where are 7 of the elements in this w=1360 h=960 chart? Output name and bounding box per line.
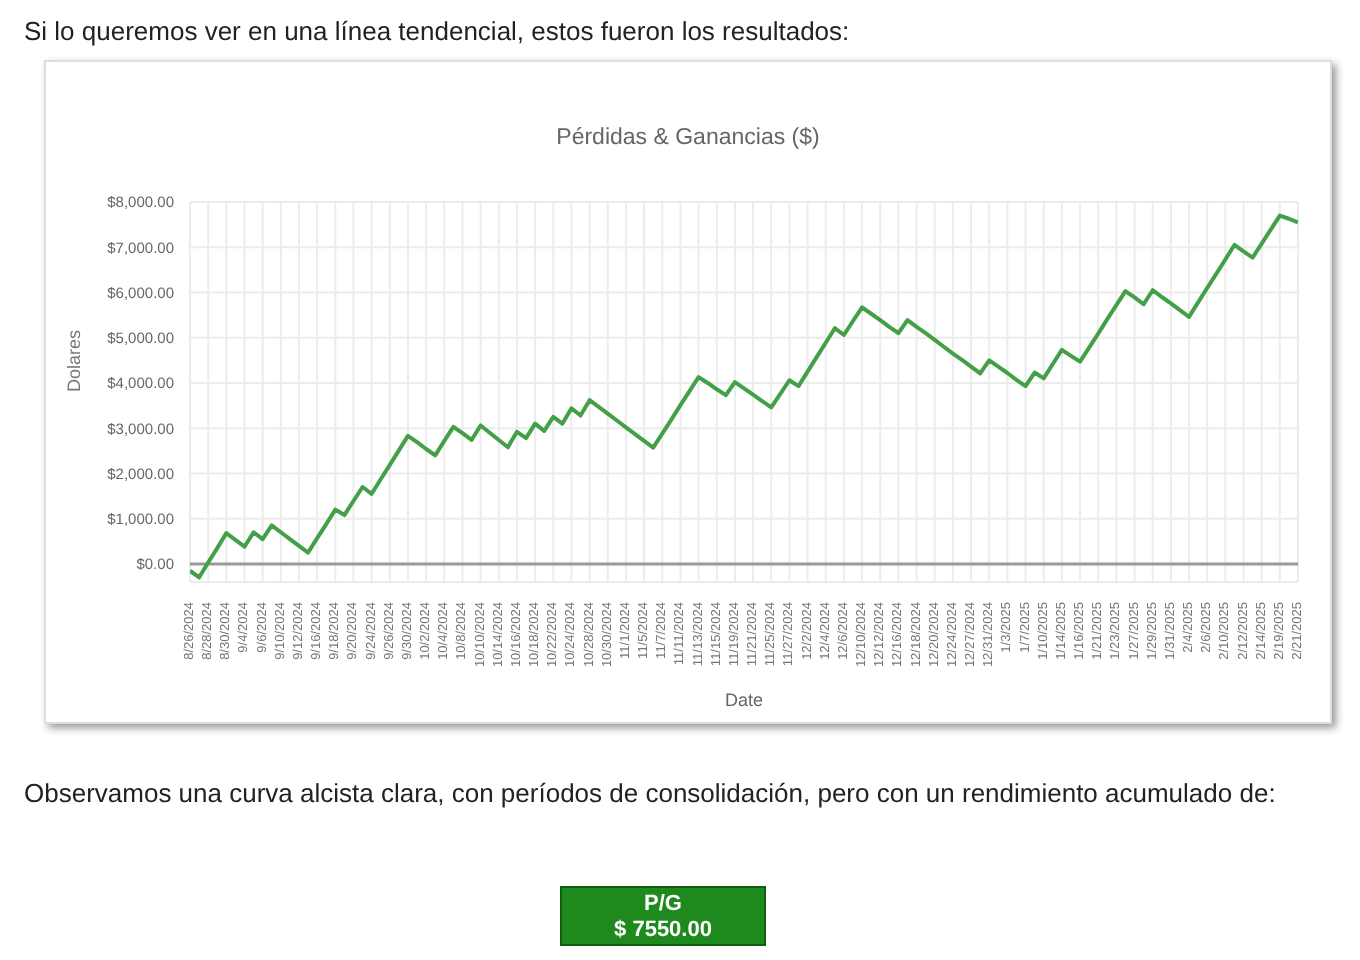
- text: Si lo queremos ver en una línea tendencial, estos fueron los resultados:: [24, 16, 850, 46]
- text: $ 7550.00: [612, 918, 714, 944]
- x-axis-title: Date: [724, 690, 764, 710]
- text: P/G: [642, 892, 684, 918]
- text: Observamos una curva alcista clara, con períodos de consolidación, pero con un rendimiento acumulado de:: [24, 776, 1278, 812]
- y-axis-title: Dolares: [64, 328, 85, 392]
- chart-title: Pérdidas & Ganancias ($): [554, 126, 822, 150]
